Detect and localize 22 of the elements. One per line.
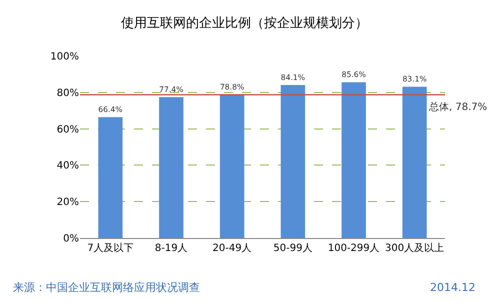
bar — [98, 117, 123, 238]
x-tick-label: 300人及以上 — [385, 242, 444, 254]
x-tick-label: 7人及以下 — [87, 242, 134, 254]
x-tick-label: 20-49人 — [212, 243, 252, 254]
y-tick-label: 20% — [56, 197, 79, 208]
bar — [402, 86, 427, 238]
x-tick-label: 100-299人 — [328, 243, 380, 254]
y-tick-label: 60% — [56, 124, 79, 136]
y-tick-label: 40% — [56, 160, 79, 172]
y-tick-label: 100% — [50, 52, 79, 62]
ref-line-label: 总体, 78.7% — [428, 101, 488, 113]
bar — [280, 84, 306, 238]
y-tick-label: 80% — [56, 88, 79, 99]
source-note: 来源：中国企业互联网络应用状况调查 — [13, 281, 200, 294]
chart-title: 使用互联网的企业比例（按企业规模划分） — [121, 16, 368, 32]
x-tick-label: 8-19人 — [154, 243, 188, 254]
y-tick-label: 0% — [63, 234, 79, 244]
bar — [159, 97, 184, 238]
text: 2014.12 — [430, 281, 476, 294]
bar — [342, 82, 366, 238]
bar — [220, 94, 244, 238]
x-tick-label: 50-99人 — [273, 243, 312, 254]
